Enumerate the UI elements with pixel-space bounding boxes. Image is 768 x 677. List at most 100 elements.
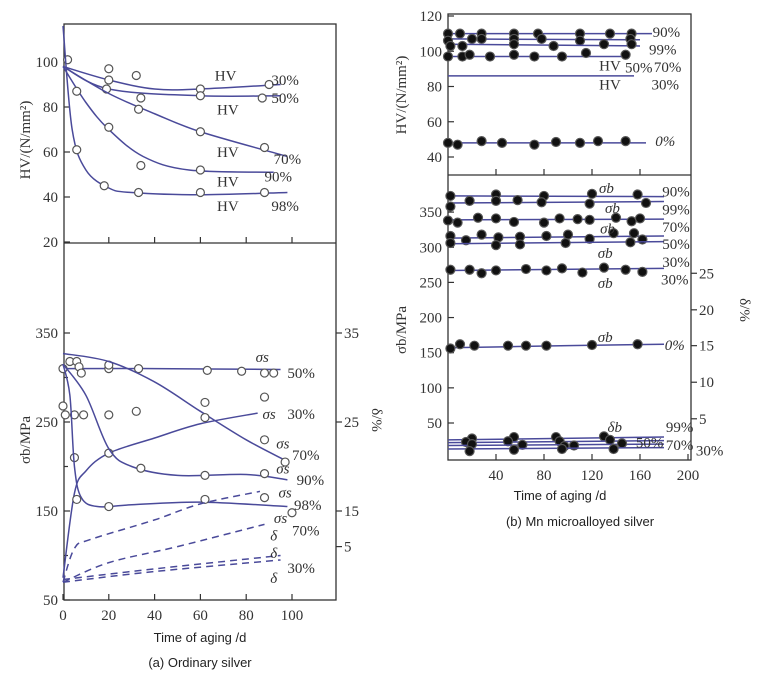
data-point: [508, 444, 520, 455]
annotation-label: σb: [598, 276, 613, 292]
data-point: [574, 35, 586, 46]
data-point: [195, 187, 205, 198]
panel-a-hv-axis-title: HV/(N/mm²): [18, 101, 34, 180]
y-tick-label: 150: [36, 504, 59, 520]
data-point: [598, 39, 610, 50]
annotation-label: 50%: [636, 436, 664, 452]
data-point: [104, 501, 114, 512]
data-point: [280, 457, 290, 467]
data-point: [632, 339, 643, 350]
data-point: [464, 49, 475, 60]
data-point: [536, 33, 547, 45]
data-point: [514, 239, 526, 250]
data-point: [625, 237, 636, 248]
data-point: [131, 406, 141, 416]
data-point: [58, 401, 68, 411]
data-point: [626, 216, 637, 227]
data-point: [620, 136, 631, 147]
series-line: [62, 363, 288, 481]
data-point: [445, 201, 456, 212]
annotation-label: 70%: [292, 448, 320, 464]
y-tick-label: 300: [420, 240, 443, 256]
data-point: [131, 70, 141, 81]
annotation-label: 99%: [666, 420, 694, 436]
data-point: [476, 136, 487, 147]
x-tick-label: 80: [537, 468, 552, 484]
annotation-label: HV: [217, 102, 239, 118]
data-point: [472, 212, 484, 223]
data-point: [454, 339, 466, 350]
data-point: [445, 40, 456, 52]
data-point: [556, 51, 568, 62]
data-point: [136, 93, 146, 103]
panel-a-delta-axis-title: δ/%: [368, 408, 384, 432]
annotation-label: σb: [598, 330, 613, 346]
data-point: [200, 412, 210, 423]
data-point: [484, 51, 496, 62]
data-point: [574, 137, 586, 148]
data-point: [452, 217, 463, 228]
data-point: [460, 235, 472, 246]
annotation-label: 98%: [271, 199, 299, 215]
data-point: [457, 40, 468, 52]
y-tick-label: 40: [427, 150, 442, 166]
data-point: [580, 47, 592, 59]
series-line: [62, 367, 281, 371]
data-point: [200, 470, 210, 480]
annotation-label: 98%: [294, 498, 322, 514]
data-point: [637, 266, 648, 277]
annotation-label: 50%: [271, 91, 299, 107]
data-point: [508, 49, 520, 60]
data-point: [237, 366, 247, 376]
annotation-label: δ: [270, 546, 278, 562]
data-point: [490, 195, 502, 206]
x-tick-label: 40: [147, 608, 162, 624]
y-tick-label: 60: [427, 115, 442, 131]
panel-b-sigma-axis-title: σb/MPa: [394, 306, 410, 354]
data-point: [556, 443, 568, 455]
annotation-label: 30%: [662, 255, 690, 271]
data-point: [584, 214, 595, 225]
data-point: [490, 265, 502, 276]
data-point: [72, 86, 82, 96]
series-line: [62, 523, 265, 583]
panel-b-time-axis-title: Time of aging /d: [514, 488, 607, 503]
data-point: [632, 189, 643, 200]
data-point: [469, 340, 480, 351]
y-tick-label: 60: [43, 145, 58, 161]
data-point: [76, 368, 86, 378]
data-point: [529, 51, 540, 62]
x-tick-label: 40: [489, 468, 504, 484]
data-point: [610, 212, 622, 223]
annotation-label: 99%: [662, 202, 690, 218]
annotation-label: σs: [276, 461, 289, 477]
data-point: [464, 264, 475, 275]
data-point: [637, 234, 648, 245]
annotation-label: δ: [270, 571, 278, 587]
data-point: [72, 494, 82, 505]
x-tick-label: 200: [677, 468, 700, 484]
y-tick-label: 100: [420, 44, 443, 60]
series-line: [447, 200, 665, 204]
data-point: [634, 213, 646, 224]
data-point: [259, 435, 270, 445]
data-point: [538, 217, 550, 228]
annotation-label: 50%: [287, 366, 315, 382]
x-tick-label: 0: [59, 608, 67, 624]
annotation-label: HV: [217, 174, 239, 190]
series-line: [62, 412, 258, 578]
panel-b-hv-axis-title: HV/(N/mm²): [394, 56, 410, 135]
data-point: [508, 216, 520, 228]
annotation-label: δb: [608, 420, 623, 436]
data-point: [512, 195, 523, 206]
data-point: [195, 91, 205, 101]
data-point: [257, 93, 267, 103]
annotation-label: 50%: [662, 237, 690, 253]
data-point: [490, 213, 502, 224]
data-point: [476, 268, 487, 279]
data-point: [541, 340, 552, 351]
y-tick-label: 50: [43, 593, 58, 609]
y-tick-label: 150: [420, 346, 443, 362]
annotation-label: 90%: [265, 169, 293, 185]
annotation-label: σb: [600, 221, 615, 237]
